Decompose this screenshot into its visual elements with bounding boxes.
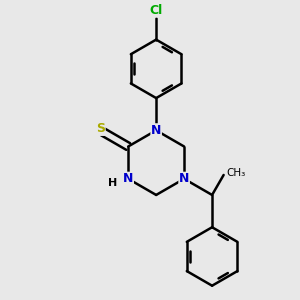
Text: N: N bbox=[151, 124, 161, 137]
Text: Cl: Cl bbox=[149, 4, 163, 17]
Text: N: N bbox=[179, 172, 189, 185]
Text: H: H bbox=[108, 178, 117, 188]
Text: CH₃: CH₃ bbox=[227, 168, 246, 178]
Text: S: S bbox=[96, 122, 105, 135]
Text: N: N bbox=[123, 172, 134, 185]
